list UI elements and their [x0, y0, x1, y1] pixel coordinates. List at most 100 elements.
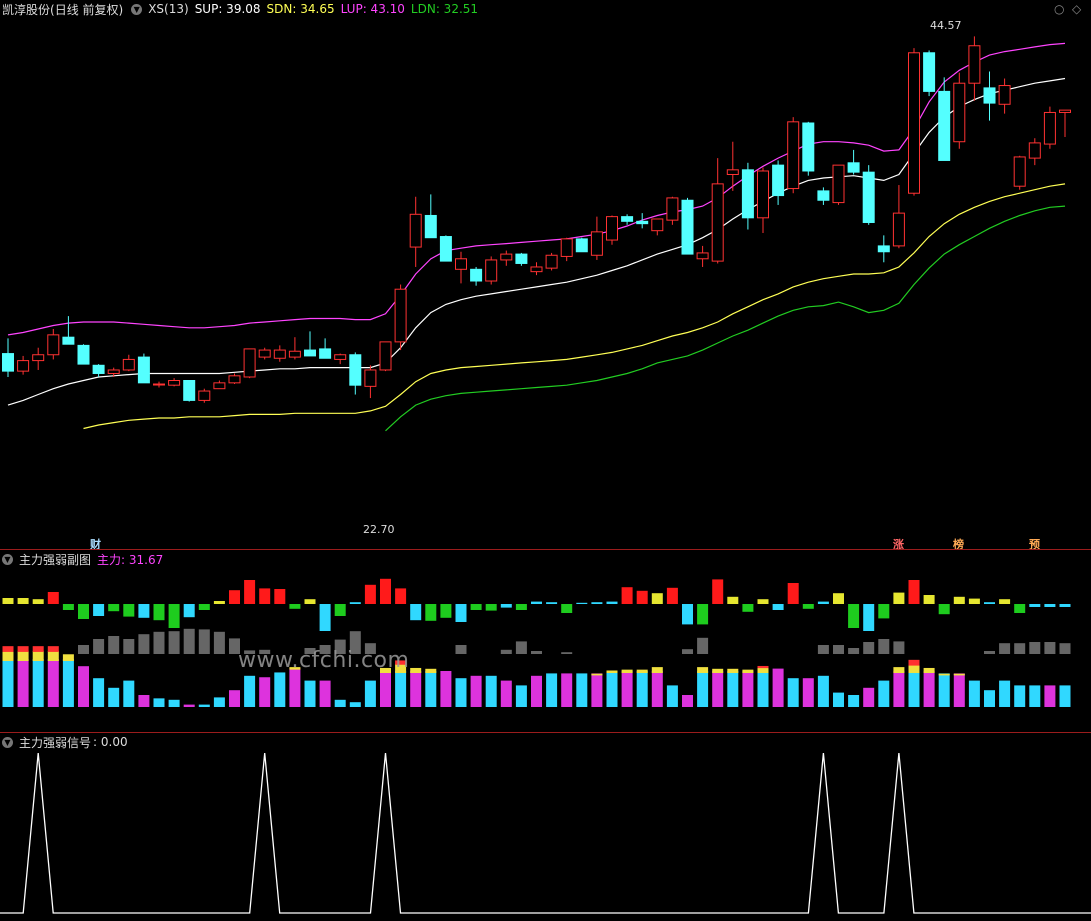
- stack-bar: [47, 659, 59, 707]
- candle: [530, 262, 543, 276]
- stack-bar: [380, 671, 391, 707]
- gray-bar: [848, 648, 860, 654]
- candle: [213, 380, 226, 390]
- stack-bar: [561, 673, 573, 707]
- price-pane[interactable]: 凯淳股份 (日线 前复权) ▼ XS(13) SUP: 39.08 SDN: 3…: [0, 0, 1091, 551]
- line-ldn: [385, 205, 1066, 432]
- candle: [681, 197, 694, 255]
- zhuli-bar: [440, 604, 452, 618]
- zhuli-chart[interactable]: [0, 550, 1091, 733]
- settings-dot-icon[interactable]: ▼: [131, 3, 143, 15]
- candle-body: [666, 197, 679, 221]
- gray-bar: [138, 634, 150, 654]
- diamond-icon[interactable]: ◇: [1072, 2, 1082, 16]
- candle: [198, 388, 211, 403]
- price-pane-header: 凯淳股份 (日线 前复权) ▼ XS(13) SUP: 39.08 SDN: 3…: [0, 0, 484, 18]
- candle-body: [636, 220, 649, 225]
- candle: [696, 245, 709, 267]
- candle: [575, 237, 588, 253]
- zhuli-bar: [621, 587, 633, 604]
- candle: [787, 117, 800, 194]
- candle: [364, 365, 377, 399]
- zhuli-bar: [78, 604, 89, 619]
- gray-bar: [93, 639, 105, 654]
- stack-bar: [455, 678, 467, 707]
- zhuli-bar: [1029, 604, 1041, 607]
- candle-body: [17, 360, 30, 372]
- candle-body: [817, 190, 830, 201]
- badge-yu[interactable]: 预: [1029, 538, 1040, 551]
- zhuli-bar: [908, 580, 920, 604]
- candle: [953, 72, 966, 149]
- candle-body: [515, 253, 528, 264]
- stack-bar-top: [908, 664, 920, 673]
- zhuli-bar: [923, 595, 935, 604]
- candle-body: [258, 349, 271, 358]
- candle-body: [681, 199, 694, 255]
- stock-name: 凯淳股份: [2, 2, 51, 17]
- candle-body: [183, 380, 196, 401]
- candle: [288, 337, 301, 360]
- settings-dot-icon[interactable]: ▼: [2, 553, 13, 565]
- gray-bar: [455, 645, 467, 654]
- stack-bar: [802, 678, 814, 707]
- stack-bar-top: [712, 668, 724, 673]
- badge-bang[interactable]: 榜: [953, 538, 964, 551]
- stack-bar-peak: [908, 659, 920, 666]
- zhuli-bar: [817, 601, 829, 604]
- candle-body: [892, 212, 905, 247]
- zhuli-bar: [757, 599, 769, 604]
- stack-bar: [229, 690, 240, 707]
- toggle-icon[interactable]: ○: [1054, 2, 1065, 16]
- zhuli-bar: [893, 592, 905, 604]
- gray-bar: [863, 642, 875, 654]
- stack-bar: [546, 673, 558, 707]
- stack-bar: [515, 685, 527, 707]
- zhuli-bar: [802, 604, 814, 609]
- signal-title: 主力强弱信号: [19, 735, 92, 750]
- gray-bar: [999, 643, 1011, 654]
- signal-pane[interactable]: ▼ 主力强弱信号 : 0.00: [0, 732, 1091, 921]
- zhuli-bar: [123, 604, 135, 617]
- candle-body: [288, 350, 301, 358]
- candle: [590, 216, 603, 260]
- zhuli-bar: [938, 604, 950, 615]
- stack-bar: [1029, 685, 1041, 707]
- stack-bar: [183, 704, 195, 707]
- price-chart[interactable]: [0, 0, 1091, 549]
- zhuli-pane[interactable]: ▼ 主力强弱副图 主力: 31.67: [0, 549, 1091, 733]
- stack-bar: [334, 699, 346, 707]
- candle: [772, 160, 785, 205]
- stack-bar-top: [651, 667, 663, 673]
- stack-bar-top: [47, 650, 59, 661]
- candle-body: [379, 341, 392, 371]
- stack-bar-top: [17, 650, 29, 661]
- stack-bar: [908, 671, 920, 707]
- candle: [862, 165, 875, 225]
- gray-bar: [984, 651, 995, 654]
- candle: [802, 121, 815, 176]
- stack-bar: [485, 675, 497, 707]
- stack-bar: [1044, 685, 1056, 707]
- gray-bar: [364, 643, 376, 654]
- candle: [77, 344, 90, 365]
- candle: [847, 149, 860, 175]
- badge-cai[interactable]: 财: [90, 538, 101, 551]
- candle: [892, 185, 905, 249]
- zhuli-bar: [863, 604, 875, 631]
- zhuli-bar: [848, 604, 860, 628]
- candle-body: [439, 236, 452, 262]
- gray-bar: [259, 649, 271, 654]
- signal-chart[interactable]: [0, 733, 1091, 921]
- gray-bar: [682, 649, 693, 654]
- zhuli-title: 主力强弱副图: [19, 552, 92, 567]
- candle: [394, 284, 407, 351]
- settings-dot-icon[interactable]: ▼: [2, 736, 13, 748]
- zhuli-bar: [17, 598, 29, 604]
- badge-zhang[interactable]: 涨: [893, 538, 904, 551]
- gray-bar: [334, 639, 346, 654]
- gray-bar: [893, 641, 905, 654]
- candle: [877, 235, 890, 263]
- stack-bar: [319, 680, 331, 707]
- zhuli-bar: [742, 604, 754, 612]
